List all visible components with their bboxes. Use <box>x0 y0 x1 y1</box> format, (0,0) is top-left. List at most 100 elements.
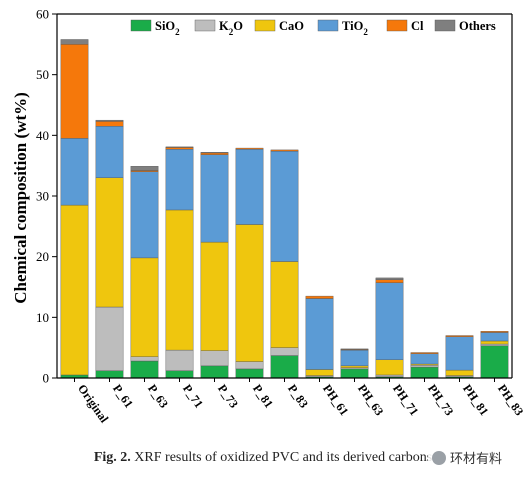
caption-label: Fig. 2. <box>93 450 131 465</box>
bar-segment-tio2-ph_61 <box>305 298 334 370</box>
bar-segment-sio2-ph_83 <box>480 345 509 379</box>
bar-segment-tio2-p_63 <box>130 171 159 259</box>
bar-segment-k2o-ph_71 <box>375 374 404 377</box>
bar-segment-tio2-ph_63 <box>340 349 369 367</box>
watermark-text: 环材有料 <box>450 452 503 467</box>
bar-segment-cl-p_71 <box>165 147 194 150</box>
bar-segment-k2o-p_81 <box>235 361 264 370</box>
bar-segment-cl-p_83 <box>270 149 299 152</box>
bar-segment-tio2-ph_81 <box>445 336 474 371</box>
bar-segment-cao-p_61 <box>95 177 124 308</box>
x-tick-label: PH_83 <box>495 382 526 418</box>
bar-segment-cl-ph_71 <box>375 279 404 283</box>
y-tick-label: 50 <box>36 67 49 82</box>
bar-segment-k2o-ph_83 <box>480 343 509 347</box>
bar-segment-sio2-p_81 <box>235 368 264 379</box>
bar-segment-others-p_73 <box>200 152 229 154</box>
bar-segment-cao-p_71 <box>165 209 194 351</box>
bar-segment-others-original <box>60 39 89 45</box>
y-tick-label: 10 <box>36 310 49 325</box>
watermark: 环材有料 <box>428 448 507 467</box>
x-tick-label: PH_71 <box>390 382 421 418</box>
bar-segment-cao-ph_71 <box>375 359 404 376</box>
bar-segment-cao-ph_83 <box>480 340 509 345</box>
bar-segment-cl-ph_81 <box>445 335 474 337</box>
plot-area <box>60 39 509 379</box>
x-tick-label: PH_63 <box>355 382 386 418</box>
legend-swatch-k2o <box>194 19 216 32</box>
legend: SiO2 K2O CaO TiO2 Cl Others <box>130 19 496 37</box>
bar-segment-tio2-ph_83 <box>480 332 509 342</box>
x-tick-label: P_81 <box>250 382 276 411</box>
y-tick-label: 0 <box>43 371 50 386</box>
legend-swatch-tio2 <box>317 19 339 32</box>
x-tick-label: PH_73 <box>425 382 456 418</box>
bar-segment-cl-p_73 <box>200 152 229 155</box>
bar-segment-sio2-p_61 <box>95 370 124 379</box>
bar-segment-k2o-p_73 <box>200 350 229 367</box>
y-tick-label: 20 <box>36 249 49 264</box>
bar-segment-others-ph_63 <box>340 348 369 350</box>
legend-label-others: Others <box>459 19 496 33</box>
legend-label-k2o: K2O <box>219 19 243 37</box>
legend-swatch-others <box>434 19 456 32</box>
bar-segment-cl-p_81 <box>235 147 264 150</box>
bar-segment-tio2-p_73 <box>200 154 229 243</box>
bar-segment-sio2-p_83 <box>270 355 299 379</box>
x-tick-label: PH_81 <box>460 382 491 418</box>
wechat-logo-icon <box>432 450 446 465</box>
caption-text: XRF results of oxidized PVC and its deri… <box>130 450 433 465</box>
y-tick-label: 40 <box>36 128 49 143</box>
bar-segment-cao-p_83 <box>270 261 299 348</box>
y-tick-label: 30 <box>36 189 49 204</box>
legend-swatch-sio2 <box>130 19 152 32</box>
bar-segment-k2o-p_71 <box>165 349 194 371</box>
bar-segment-sio2-ph_63 <box>340 368 369 379</box>
bar-segment-sio2-p_63 <box>130 360 159 379</box>
bar-segment-tio2-p_81 <box>235 149 264 225</box>
bar-segment-k2o-p_61 <box>95 306 124 371</box>
x-tick-label: P_71 <box>180 382 206 411</box>
bar-segment-others-p_63 <box>130 166 159 171</box>
bar-segment-cao-original <box>60 204 89 376</box>
bar-segment-tio2-p_71 <box>165 149 194 211</box>
legend-label-cao: CaO <box>279 19 304 33</box>
bar-segment-cao-ph_61 <box>305 369 334 376</box>
bar-segment-cao-p_63 <box>130 257 159 357</box>
bar-segment-others-ph_71 <box>375 277 404 280</box>
y-axis-title: Chemical composition (wt%) <box>11 92 30 304</box>
legend-label-cl: Cl <box>411 19 424 33</box>
bar-segment-cl-ph_73 <box>410 352 439 354</box>
bar-segment-cl-ph_61 <box>305 295 334 299</box>
bar-segment-tio2-p_61 <box>95 126 124 178</box>
bar-segment-sio2-ph_73 <box>410 366 439 379</box>
y-tick-label: 60 <box>36 7 49 22</box>
bar-segment-sio2-p_73 <box>200 365 229 379</box>
x-tick-label: PH_61 <box>320 382 351 418</box>
legend-label-tio2: TiO2 <box>342 19 368 37</box>
bar-segment-tio2-ph_71 <box>375 282 404 360</box>
bar-segment-others-p_71 <box>165 146 194 148</box>
bar-segment-tio2-original <box>60 138 89 206</box>
bar-segment-k2o-ph_73 <box>410 365 439 368</box>
bar-segment-k2o-p_63 <box>130 356 159 362</box>
bar-segment-cl-p_61 <box>95 121 124 127</box>
legend-swatch-cao <box>254 19 276 32</box>
bar-segment-cao-ph_63 <box>340 365 369 368</box>
x-tick-label: P_63 <box>145 382 171 411</box>
bar-segment-sio2-p_71 <box>165 370 194 379</box>
bar-segment-cl-original <box>60 44 89 139</box>
bar-segment-tio2-ph_73 <box>410 353 439 365</box>
x-tick-label: P_83 <box>285 382 311 411</box>
bar-segment-cl-ph_83 <box>480 331 509 333</box>
bar-segment-cao-p_73 <box>200 241 229 351</box>
x-tick-label: P_61 <box>110 382 136 411</box>
bar-segment-cao-ph_81 <box>445 369 474 376</box>
bar-segment-others-p_61 <box>95 119 124 122</box>
x-tick-label: P_73 <box>215 382 241 411</box>
legend-label-sio2: SiO2 <box>155 19 180 37</box>
bar-segment-cao-p_81 <box>235 224 264 362</box>
legend-swatch-cl <box>386 19 408 32</box>
bar-segment-tio2-p_83 <box>270 150 299 262</box>
